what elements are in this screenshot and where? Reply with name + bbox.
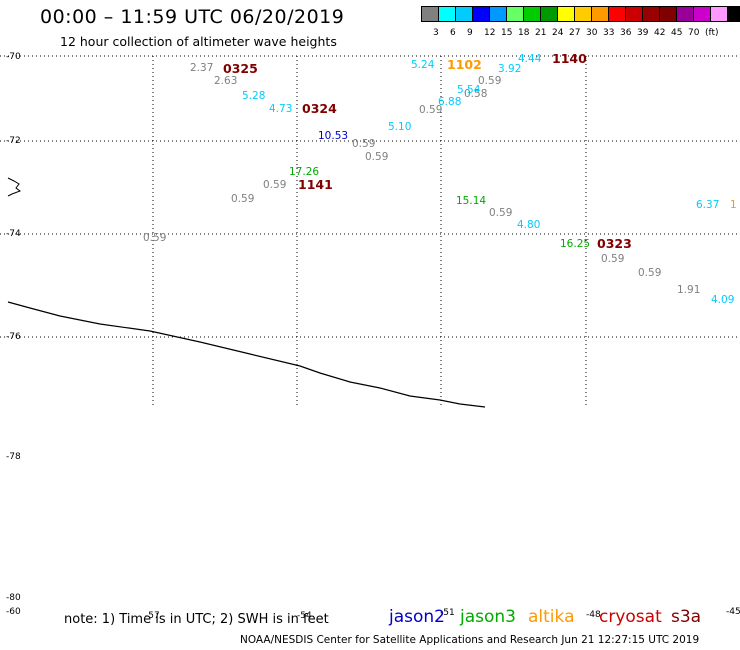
legend-value: 45 — [671, 28, 683, 38]
legend-value: (ft) — [705, 28, 719, 38]
wave-height-label: 0.59 — [489, 207, 513, 219]
satellite-altika-label: altika — [528, 607, 575, 627]
legend-swatch — [727, 6, 740, 22]
wave-height-label: 4.09 — [711, 294, 735, 306]
wave-height-label: 5.28 — [242, 90, 266, 102]
note-text: note: 1) Time is in UTC; 2) SWH is in fe… — [64, 612, 329, 627]
longitude-label: -51 — [440, 608, 455, 618]
latitude-label: -80 — [6, 593, 21, 603]
legend-value: 42 — [654, 28, 666, 38]
wave-height-label: 2.37 — [190, 62, 214, 74]
latitude-label: -72 — [6, 136, 21, 146]
legend-value: 70 — [688, 28, 700, 38]
coastline — [7, 301, 486, 408]
latitude-label: -78 — [6, 452, 21, 462]
legend-value: 39 — [637, 28, 649, 38]
pass-time-label: 1141 — [298, 177, 333, 192]
longitude-label: -57 — [145, 611, 160, 621]
island-outline — [7, 177, 22, 197]
wave-height-label: 16.25 — [560, 238, 591, 250]
wave-height-label: 0.59 — [478, 75, 502, 87]
footer-credit: NOAA/NESDIS Center for Satellite Applica… — [240, 634, 700, 646]
wave-height-label: 5.10 — [388, 121, 412, 133]
wave-height-label: 0.59 — [143, 232, 167, 244]
wave-height-label: 0.59 — [365, 151, 389, 163]
wave-height-label: 10.53 — [318, 130, 349, 142]
wave-height-label: 3.92 — [498, 63, 522, 75]
legend-value: 18 — [518, 28, 530, 38]
satellite-jason3-label: jason3 — [460, 607, 516, 627]
wave-height-label: 1 — [730, 199, 737, 211]
wave-height-label: 17.26 — [289, 166, 320, 178]
longitude-label: -60 — [6, 607, 21, 617]
wave-height-label: 0.59 — [231, 193, 255, 205]
wave-height-label: 4.44 — [518, 53, 542, 65]
latitude-label: -74 — [6, 229, 21, 239]
wave-height-label: 1.91 — [677, 284, 701, 296]
legend-value: 21 — [535, 28, 547, 38]
graticule — [0, 55, 740, 405]
legend-value: 30 — [586, 28, 598, 38]
pass-time-label: 0325 — [223, 61, 258, 76]
wave-height-label: 0.59 — [601, 253, 625, 265]
legend-value: 6 — [450, 28, 456, 38]
satellite-cryosat-label: cryosat — [599, 607, 662, 627]
map-subtitle: 12 hour collection of altimeter wave hei… — [60, 34, 337, 49]
latitude-label: -70 — [6, 52, 21, 62]
legend-value: 15 — [501, 28, 513, 38]
legend-value: 33 — [603, 28, 615, 38]
pass-time-label: 0324 — [302, 101, 337, 116]
legend-value: 27 — [569, 28, 581, 38]
legend-value: 3 — [433, 28, 439, 38]
satellite-jason2-label: jason2 — [389, 607, 445, 627]
wave-height-label: 0.59 — [352, 138, 376, 150]
wave-height-label: 4.80 — [517, 219, 541, 231]
latitude-label: -76 — [6, 332, 21, 342]
wave-height-label: 0.59 — [263, 179, 287, 191]
wave-height-label: 5.24 — [411, 59, 435, 71]
pass-time-label: 1140 — [552, 51, 587, 66]
satellite-s3a-label: s3a — [671, 607, 702, 627]
wave-height-label: 0.59 — [419, 104, 443, 116]
wave-height-label: 5.54 — [457, 84, 481, 96]
legend-value: 36 — [620, 28, 632, 38]
longitude-label: -48 — [586, 610, 601, 620]
wave-height-label: 0.58 — [464, 88, 488, 100]
pass-time-label: 0323 — [597, 236, 632, 251]
legend-value: 12 — [484, 28, 496, 38]
legend-value: 9 — [467, 28, 473, 38]
wave-height-label: 6.37 — [696, 199, 720, 211]
legend-value: 24 — [552, 28, 564, 38]
wave-height-label: 4.73 — [269, 103, 293, 115]
pass-time-label: 1102 — [447, 57, 482, 72]
wave-height-label: 2.63 — [214, 75, 238, 87]
map-title: 00:00 – 11:59 UTC 06/20/2019 — [40, 6, 345, 28]
wave-height-label: 0.59 — [638, 267, 662, 279]
wave-height-label: 15.14 — [456, 195, 487, 207]
longitude-label: -54 — [297, 611, 312, 621]
wave-height-label: 6.88 — [438, 96, 462, 108]
longitude-label: -45 — [726, 607, 740, 617]
